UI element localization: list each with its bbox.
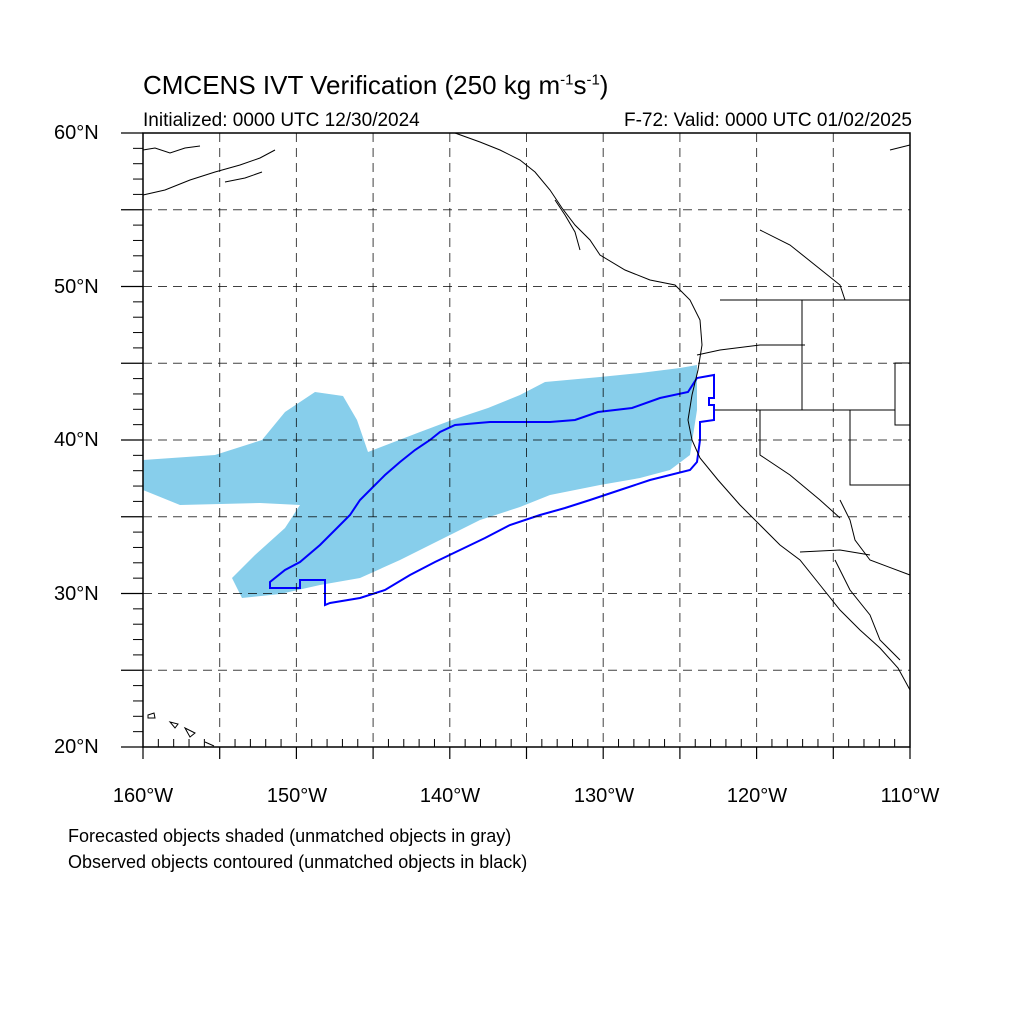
footnote-forecast: Forecasted objects shaded (unmatched obj… [68,826,512,846]
lon-label-140w: 140°W [419,785,481,807]
lat-label-30n: 30°N [54,583,99,605]
lat-lon-grid [143,133,910,747]
map-title: CMCENS IVT Verification (250 kg m-1s-1) [143,70,609,100]
forecast-object-shaded [143,365,697,598]
map-frame [142,132,911,748]
coastlines [142,132,911,691]
lon-label-160w: 160°W [112,785,174,807]
valid-time-label: F-72: Valid: 0000 UTC 01/02/2025 [624,110,912,131]
footnote-observed: Observed objects contoured (unmatched ob… [68,852,528,872]
lon-label-130w: 130°W [573,785,635,807]
lat-label-40n: 40°N [54,429,99,451]
hawaii-islands [147,712,215,747]
lat-label-50n: 50°N [54,276,99,298]
observed-object-contour [269,373,715,607]
lon-label-150w: 150°W [266,785,328,807]
lon-label-110w: 110°W [880,785,940,807]
lat-label-20n: 20°N [54,736,99,758]
init-time-label: Initialized: 0000 UTC 12/30/2024 [143,110,420,131]
lat-label-60n: 60°N [54,122,99,144]
axis-ticks [121,132,911,759]
lon-label-120w: 120°W [726,785,788,807]
